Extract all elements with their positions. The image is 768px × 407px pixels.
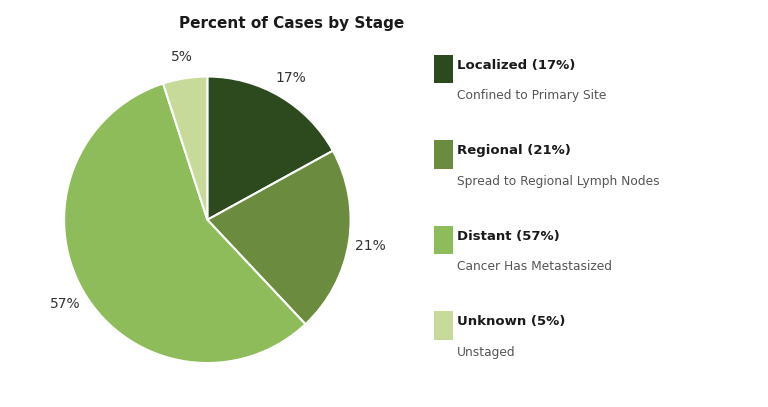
Text: 57%: 57%: [50, 297, 81, 311]
Text: Confined to Primary Site: Confined to Primary Site: [457, 89, 606, 102]
Text: 5%: 5%: [170, 50, 193, 64]
Wedge shape: [64, 83, 306, 363]
Text: Regional (21%): Regional (21%): [457, 144, 571, 157]
Text: 17%: 17%: [276, 71, 306, 85]
Wedge shape: [207, 77, 333, 220]
Text: Percent of Cases by Stage: Percent of Cases by Stage: [179, 16, 405, 31]
Text: Distant (57%): Distant (57%): [457, 230, 560, 243]
Wedge shape: [163, 77, 207, 220]
Text: Spread to Regional Lymph Nodes: Spread to Regional Lymph Nodes: [457, 175, 660, 188]
Text: 21%: 21%: [355, 239, 386, 253]
Text: Localized (17%): Localized (17%): [457, 59, 575, 72]
Text: Unknown (5%): Unknown (5%): [457, 315, 565, 328]
Wedge shape: [207, 151, 351, 324]
Text: Cancer Has Metastasized: Cancer Has Metastasized: [457, 260, 612, 273]
Text: Unstaged: Unstaged: [457, 346, 515, 359]
